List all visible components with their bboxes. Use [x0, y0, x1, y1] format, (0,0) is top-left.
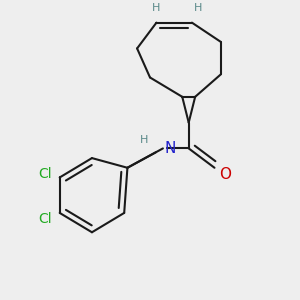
- Text: H: H: [140, 135, 148, 146]
- Text: H: H: [194, 3, 202, 13]
- Text: Cl: Cl: [38, 212, 52, 226]
- Text: O: O: [219, 167, 231, 182]
- Text: N: N: [164, 141, 176, 156]
- Text: Cl: Cl: [38, 167, 52, 181]
- Text: H: H: [152, 3, 160, 13]
